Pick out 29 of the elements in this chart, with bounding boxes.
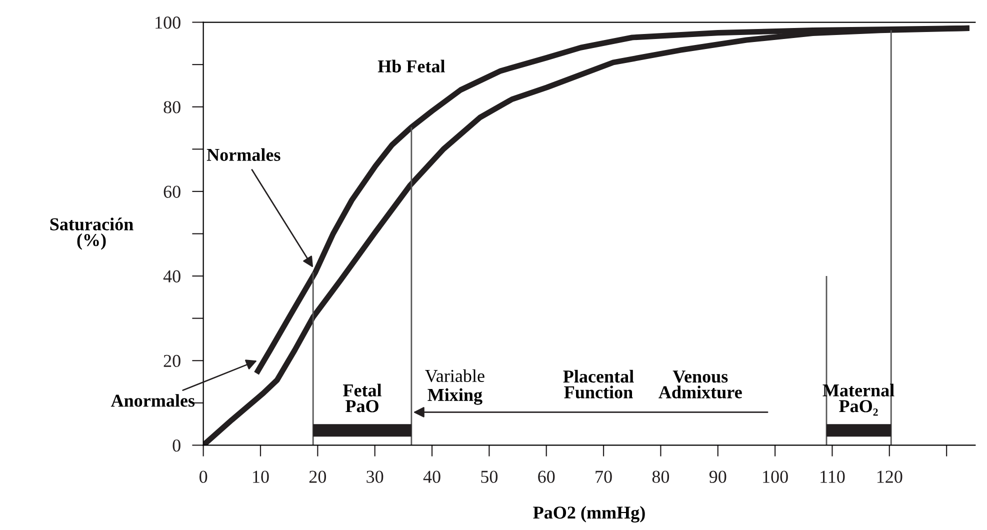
x-tick-label: 80 bbox=[652, 470, 670, 483]
x-tick-label: 70 bbox=[596, 470, 612, 483]
x-tick-label: 50 bbox=[481, 470, 498, 483]
annotation: Normales bbox=[206, 148, 280, 161]
x-tick-label: 20 bbox=[309, 470, 326, 483]
annotation: Fetal PaO bbox=[343, 384, 382, 412]
x-tick-label: 100 bbox=[763, 470, 788, 483]
annotation: Variable bbox=[425, 369, 484, 382]
x-tick-label: 60 bbox=[538, 470, 555, 483]
annotation: Venous Admixture bbox=[658, 370, 742, 398]
y-axis-title: Saturación (%) bbox=[50, 218, 134, 250]
y-tick-label: 100 bbox=[156, 16, 180, 29]
series-label: Hb Fetal bbox=[378, 60, 445, 72]
annotation: Mixing bbox=[428, 388, 482, 405]
x-tick-label: 10 bbox=[253, 470, 269, 483]
y-tick-label: 60 bbox=[164, 186, 180, 198]
x-tick-label: 110 bbox=[820, 470, 845, 483]
x-tick-label: 90 bbox=[709, 470, 726, 483]
annotation: Placental Function bbox=[563, 370, 634, 398]
annotation: Anormales bbox=[110, 394, 195, 407]
x-tick-label: 0 bbox=[199, 470, 208, 483]
x-axis-title: PaO2 (mmHg) bbox=[533, 506, 645, 523]
y-tick-label: 80 bbox=[164, 101, 180, 114]
y-tick-label: 20 bbox=[164, 354, 180, 368]
x-tick-label: 30 bbox=[366, 470, 384, 483]
y-tick-label: 40 bbox=[163, 270, 180, 282]
x-tick-label: 40 bbox=[423, 470, 440, 483]
y-tick-label: 0 bbox=[172, 439, 180, 452]
x-tick-label: 120 bbox=[877, 470, 902, 483]
